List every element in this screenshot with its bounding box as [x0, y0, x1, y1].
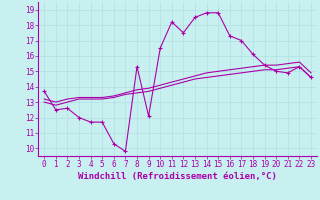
X-axis label: Windchill (Refroidissement éolien,°C): Windchill (Refroidissement éolien,°C) — [78, 172, 277, 181]
